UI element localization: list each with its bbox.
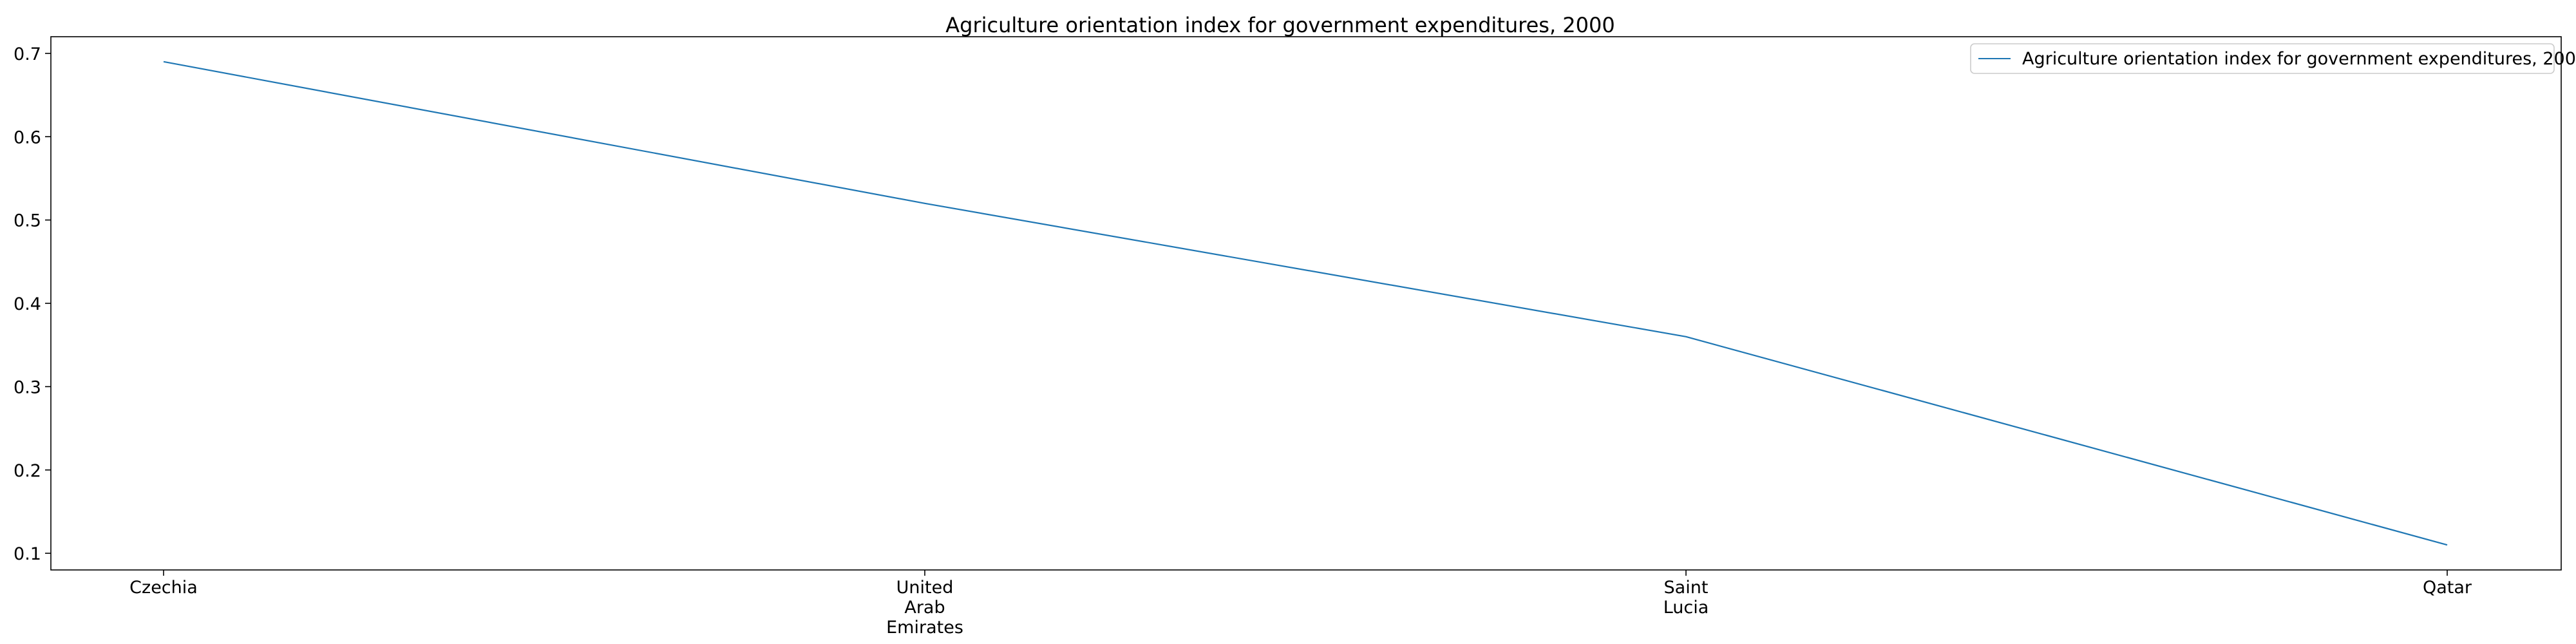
- x-tick-label-line: Qatar: [2423, 578, 2472, 598]
- x-tick-label: Czechia: [129, 578, 198, 598]
- x-tick-label-line: Saint: [1664, 578, 1709, 598]
- x-tick-label-line: Lucia: [1663, 598, 1709, 618]
- x-tick-label: United Arab Emirates: [886, 578, 963, 638]
- x-tick-label: Qatar: [2423, 578, 2472, 598]
- legend-box: [1970, 43, 2555, 74]
- y-tick-label: 0.5: [14, 211, 41, 231]
- y-tick-label: 0.4: [14, 294, 41, 314]
- chart-title: Agriculture orientation index for govern…: [945, 13, 1615, 37]
- x-tick-label-line: United: [896, 578, 954, 598]
- x-tick-label-line: Arab: [904, 598, 945, 618]
- x-axis: Czechia United Arab Emirates Saint Lucia Qatar: [129, 570, 2472, 638]
- x-tick-label-line: Emirates: [886, 618, 963, 638]
- legend: Agriculture orientation index for govern…: [1970, 43, 2576, 74]
- x-tick-label-line: Czechia: [129, 578, 198, 598]
- legend-label: Agriculture orientation index for govern…: [2022, 49, 2576, 69]
- series-layer: [163, 61, 2448, 546]
- x-tick-label: Saint Lucia: [1663, 578, 1709, 618]
- y-tick-label: 0.6: [14, 128, 41, 147]
- y-axis: 0.1 0.2 0.3 0.4 0.5 0.6 0.7: [14, 44, 51, 564]
- y-tick-label: 0.7: [14, 44, 41, 64]
- y-tick-label: 0.1: [14, 544, 41, 564]
- series-line: [163, 61, 2448, 546]
- y-tick-label: 0.2: [14, 461, 41, 481]
- y-tick-label: 0.3: [14, 377, 41, 397]
